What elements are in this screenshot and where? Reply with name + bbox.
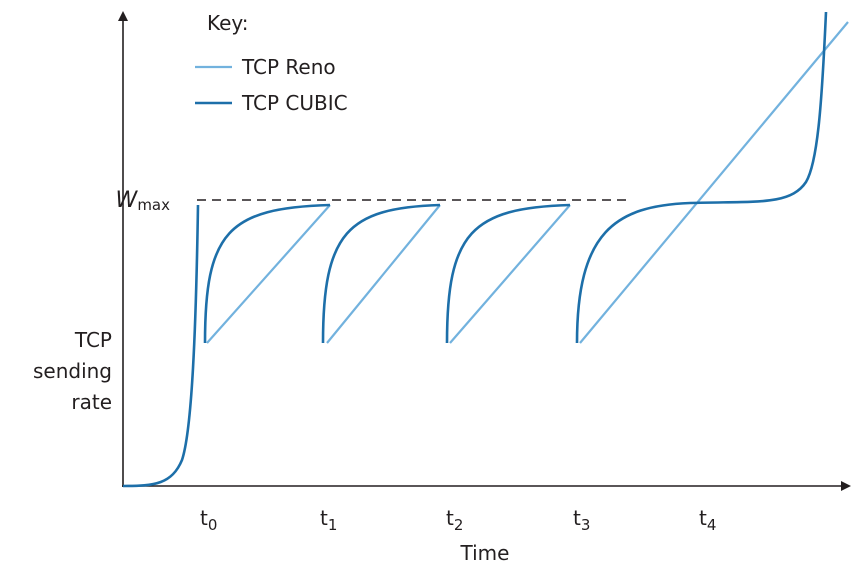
wmax-label: Wmax — [116, 188, 171, 214]
x-tick-label: t2 — [446, 506, 463, 534]
y-label-line: sending — [33, 359, 112, 383]
tick-sub: 0 — [208, 516, 218, 534]
tick-base: t — [320, 506, 328, 530]
x-tick-label: t4 — [699, 506, 716, 534]
cubic-curve — [122, 11, 828, 488]
y-label-line: TCP — [74, 328, 112, 352]
tick-sub: 2 — [454, 516, 464, 534]
tick-base: t — [699, 506, 707, 530]
x-tick-label: t3 — [573, 506, 590, 534]
tick-sub: 4 — [707, 516, 717, 534]
tick-base: t — [573, 506, 581, 530]
y-label-line: rate — [71, 390, 112, 414]
x-ticks: t0 t1 t2 t3 t4 — [200, 506, 716, 534]
wmax-base: W — [116, 188, 139, 213]
x-tick-label: t1 — [320, 506, 337, 534]
tick-base: t — [446, 506, 454, 530]
legend-title: Key: — [207, 11, 249, 35]
x-label: Time — [460, 541, 510, 564]
legend-item: TCP Reno — [241, 55, 336, 79]
reno-curve — [206, 21, 849, 344]
tick-sub: 1 — [328, 516, 338, 534]
wmax-sub: max — [137, 196, 170, 214]
tick-base: t — [200, 506, 208, 530]
x-tick-label: t0 — [200, 506, 217, 534]
tick-sub: 3 — [581, 516, 591, 534]
legend-item: TCP CUBIC — [241, 91, 348, 115]
